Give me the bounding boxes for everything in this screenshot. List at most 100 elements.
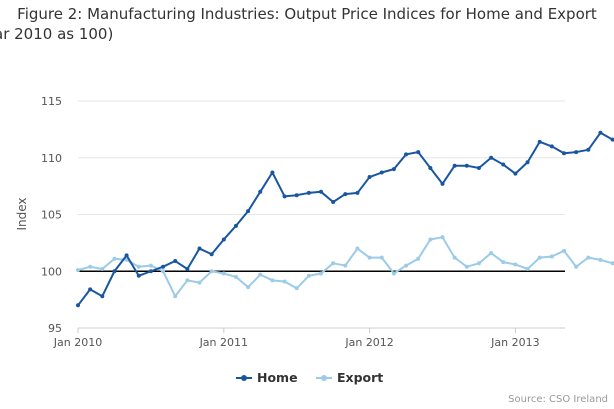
data-point-export — [136, 264, 141, 269]
data-point-home — [221, 237, 226, 242]
data-point-export — [233, 274, 238, 279]
data-point-home — [549, 144, 554, 149]
data-point-export — [525, 266, 530, 271]
y-tick-label: 105 — [41, 209, 62, 222]
data-point-export — [343, 263, 348, 268]
data-point-export — [100, 266, 105, 271]
source-credit: Source: CSO Ireland — [508, 394, 608, 405]
data-point-export — [319, 271, 323, 276]
data-point-home — [367, 175, 372, 180]
y-axis-ticks: 95 100 105 110 115 — [41, 95, 62, 335]
data-point-home — [100, 294, 105, 299]
data-point-export — [88, 264, 93, 269]
data-point-export — [476, 261, 481, 266]
data-point-home — [343, 192, 348, 197]
series-line-export — [77, 236, 614, 298]
data-point-export — [464, 264, 469, 269]
data-point-home — [233, 223, 238, 228]
data-point-home — [452, 163, 457, 168]
data-point-home — [476, 165, 481, 170]
data-point-home — [501, 162, 506, 167]
data-point-home — [440, 181, 445, 186]
gridlines — [78, 100, 565, 329]
data-point-export — [404, 263, 409, 268]
data-point-export — [185, 278, 190, 283]
data-point-export — [282, 279, 287, 284]
legend-swatch-marker — [321, 375, 327, 381]
legend-item-home: Home — [236, 370, 298, 385]
data-point-home — [76, 303, 80, 308]
legend-swatch-marker — [241, 375, 247, 381]
data-point-home — [404, 152, 409, 157]
data-point-export — [610, 261, 614, 266]
data-point-export — [197, 280, 202, 285]
data-point-export — [367, 255, 372, 260]
chart-title: Figure 2: Manufacturing Industries: Outp… — [17, 5, 597, 23]
y-tick-label: 115 — [41, 95, 62, 108]
data-point-home — [513, 171, 518, 176]
data-point-home — [598, 130, 603, 135]
data-point-export — [209, 269, 214, 274]
data-point-export — [489, 251, 494, 256]
data-point-home — [258, 189, 263, 194]
legend-item-export: Export — [316, 370, 383, 385]
data-point-export — [258, 272, 263, 277]
data-point-home — [537, 139, 542, 144]
data-point-home — [331, 200, 336, 205]
data-point-home — [489, 155, 494, 160]
y-tick-label: 110 — [41, 152, 62, 165]
data-point-home — [428, 165, 433, 170]
data-point-home — [319, 189, 323, 194]
data-point-export — [148, 263, 153, 268]
data-point-home — [197, 246, 202, 251]
x-tick-label: Jan 2011 — [199, 336, 248, 349]
data-point-home — [124, 253, 129, 258]
data-point-export — [294, 286, 299, 291]
data-point-home — [464, 163, 469, 168]
data-point-home — [173, 259, 178, 264]
data-point-home — [161, 264, 166, 269]
legend-label: Home — [257, 370, 298, 385]
data-point-home — [525, 160, 530, 165]
data-point-home — [148, 269, 153, 274]
x-tick-label: Jan 2010 — [53, 336, 102, 349]
y-tick-label: 95 — [48, 322, 62, 335]
data-point-home — [610, 137, 614, 142]
data-point-export — [391, 271, 396, 276]
series-lines — [76, 130, 614, 308]
data-point-export — [598, 257, 603, 262]
x-tick-label: Jan 2012 — [344, 336, 393, 349]
data-point-export — [513, 262, 518, 267]
data-point-export — [452, 255, 457, 260]
data-point-home — [562, 151, 566, 156]
data-point-home — [209, 252, 214, 257]
data-point-export — [161, 269, 166, 274]
data-point-home — [355, 190, 360, 195]
legend-label: Export — [337, 370, 383, 385]
series-line-home — [77, 131, 614, 306]
data-point-export — [440, 235, 445, 240]
data-point-home — [282, 194, 287, 199]
data-point-export — [173, 294, 178, 299]
data-point-export — [416, 256, 421, 261]
data-point-export — [270, 278, 275, 283]
y-axis-label: Index — [15, 197, 29, 230]
data-point-home — [306, 190, 311, 195]
x-tick-label: Jan 2013 — [490, 336, 539, 349]
data-point-home — [112, 269, 117, 274]
data-point-export — [221, 271, 226, 276]
data-point-export — [428, 237, 433, 242]
data-point-home — [185, 266, 190, 271]
data-point-home — [379, 170, 384, 175]
data-point-export — [501, 260, 506, 265]
legend: Home Export — [236, 370, 383, 385]
data-point-home — [270, 170, 275, 175]
data-point-export — [537, 255, 542, 260]
data-point-export — [379, 255, 384, 260]
data-point-home — [416, 150, 421, 155]
data-point-home — [574, 150, 579, 155]
data-point-export — [586, 255, 591, 260]
data-point-export — [331, 261, 336, 266]
